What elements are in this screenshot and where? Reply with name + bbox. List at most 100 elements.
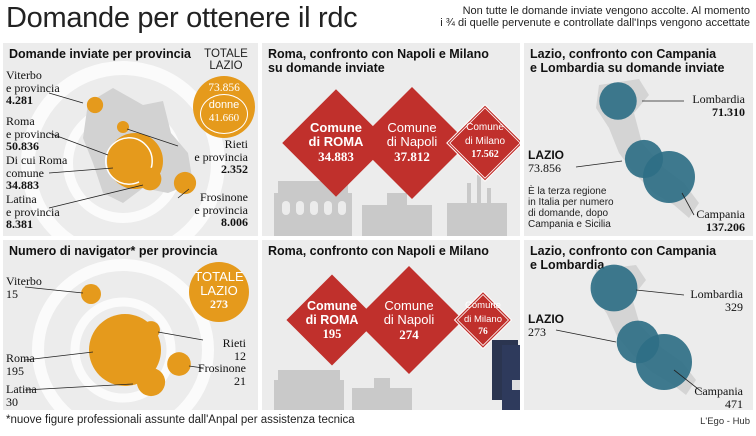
kiosk-illustration <box>502 345 520 410</box>
totale-value: 73.856 <box>208 82 240 94</box>
leader-line <box>157 331 204 341</box>
viterbo-label: Viterbo e provincia 4.281 <box>6 68 60 107</box>
bubble-viterbo <box>81 284 101 304</box>
bubble-map-chart <box>575 82 695 216</box>
bubble-frosinone <box>167 352 191 376</box>
diamond-chart <box>282 87 520 199</box>
bubble-lombardia <box>599 82 637 120</box>
leader-line <box>24 351 94 361</box>
diamond-label: Comune di Milano 17.562 <box>464 122 506 160</box>
lazio-label: LAZIO 273 <box>528 312 564 339</box>
campania-label: Campania 137.206 <box>696 207 745 234</box>
lombardia-label: Lombardia 329 <box>690 287 743 314</box>
lazio-map-decoration <box>32 259 214 410</box>
diamond-milano <box>446 104 520 182</box>
latina-label: Latina e provincia 8.381 <box>6 192 60 231</box>
rieti-label: Rieti e provincia 2.352 <box>194 137 248 176</box>
roma-comune-label: Di cui Roma comune 34.883 <box>6 153 68 192</box>
leader-line <box>48 167 114 174</box>
bubble-rieti <box>116 120 130 134</box>
subtitle-line: Non tutte le domande inviate vengono acc… <box>462 5 750 17</box>
data-label: 34.883 <box>6 178 39 192</box>
diamond-napoli <box>355 266 463 374</box>
diamond-label: Comune di ROMA 195 <box>305 299 359 341</box>
data-label: 2.352 <box>221 162 248 176</box>
panel-roma-confronto-navigator: Roma, confronto con Napoli e Milano Comu… <box>262 240 520 410</box>
panel-domande-provincia: Domande inviate per provincia Viterbo e … <box>3 43 258 236</box>
panel-navigator-provincia: Numero di navigator* per provincia Viter… <box>3 240 258 410</box>
diamond-inner-border <box>449 107 520 179</box>
data-label: 8.381 <box>6 217 33 231</box>
panel-title: Numero di navigator* per provincia <box>9 244 218 258</box>
bubble-chart <box>48 92 197 209</box>
bubble-viterbo <box>86 96 104 114</box>
diamond-roma <box>282 89 390 197</box>
panel-title: Lazio, confronto con Campania e Lombardia <box>530 244 717 272</box>
totale-lazio-circle: 73.856 donne 41.660 <box>193 76 255 138</box>
data-label: 15 <box>6 286 18 301</box>
bubble-campania <box>643 151 695 203</box>
donne-circle: donne 41.660 <box>200 94 248 134</box>
bubble-lombardia <box>590 264 638 312</box>
lombardia-label: Lombardia 71.310 <box>692 92 745 119</box>
diamond-milano <box>453 290 513 350</box>
data-label: 195 <box>6 363 24 378</box>
leader-line <box>673 369 703 393</box>
page-title: Domande per ottenere il rdc <box>6 2 358 34</box>
roma-label: Roma 195 <box>6 351 35 378</box>
data-label: 471 <box>725 396 743 410</box>
leader-line <box>126 128 179 147</box>
leader-line <box>635 289 685 296</box>
panel-title: Domande inviate per provincia <box>9 47 191 61</box>
totale-value: 273 <box>210 297 228 311</box>
diamond-label: Comune di ROMA 34.883 <box>308 120 364 165</box>
leader-line <box>177 188 190 199</box>
diamond-label: Comune di Napoli 37.812 <box>386 120 438 165</box>
leader-line <box>48 132 109 156</box>
panel-title: Roma, confronto con Napoli e Milano <box>268 244 489 258</box>
data-label: 21 <box>234 373 246 388</box>
diamond-label: Comune di Milano 76 <box>463 300 503 337</box>
bubble-map-chart <box>555 264 703 393</box>
donne-value: 41.660 <box>208 112 240 124</box>
leader-line <box>48 184 144 209</box>
lazio-label: LAZIO 73.856 <box>528 148 564 175</box>
leader-line <box>575 160 623 168</box>
leader-line <box>681 192 695 216</box>
credit: L'Ego - Hub <box>700 416 750 427</box>
data-label: 50.836 <box>6 139 39 153</box>
totale-lazio-circle: TOTALE LAZIO 273 <box>189 262 249 322</box>
frosinone-label: Frosinone 21 <box>198 361 246 388</box>
data-label: 137.206 <box>706 219 745 234</box>
panel-roma-confronto-domande: Roma, confronto con Napoli e Milano su do… <box>262 43 520 236</box>
bubble-campania <box>636 334 692 390</box>
viterbo-label: Viterbo 15 <box>6 274 42 301</box>
bubble-latina <box>138 167 162 191</box>
data-label: 4.281 <box>6 93 33 107</box>
roma-label: Roma e provincia 50.836 <box>6 114 60 153</box>
diamond-chart <box>286 266 513 374</box>
leader-line <box>188 365 204 369</box>
bubble-rieti <box>142 321 160 339</box>
diamond-napoli <box>356 87 468 199</box>
panel-lazio-confronto-navigator: Lazio, confronto con Campania e Lombardia… <box>524 240 753 410</box>
subtitle-line: i ¾ di quelle pervenute e controllate da… <box>440 17 750 29</box>
data-label: 30 <box>6 394 18 409</box>
diamond-roma <box>286 274 378 366</box>
data-label: 329 <box>725 299 743 314</box>
data-label: 8.006 <box>221 215 248 229</box>
leader-line <box>24 286 84 294</box>
bubble-frosinone <box>173 171 197 195</box>
lazio-note: È la terza regione in Italia per numero d… <box>528 186 614 230</box>
totale-lazio-header: TOTALE LAZIO <box>204 48 248 72</box>
bubble-latina <box>136 367 166 397</box>
panel-lazio-confronto-domande: Lazio, confronto con Campania e Lombardia… <box>524 43 753 236</box>
diamond-label: Comune di Napoli 274 <box>383 298 435 343</box>
page-subtitle: Non tutte le domande inviate vengono acc… <box>438 5 750 29</box>
data-label: 73.856 <box>528 160 561 175</box>
leader-line <box>555 329 617 343</box>
donne-label: donne <box>208 99 240 111</box>
latina-label: Latina 30 <box>6 382 37 409</box>
skyline-decoration <box>274 175 507 236</box>
diamond-inner-border <box>456 293 510 347</box>
